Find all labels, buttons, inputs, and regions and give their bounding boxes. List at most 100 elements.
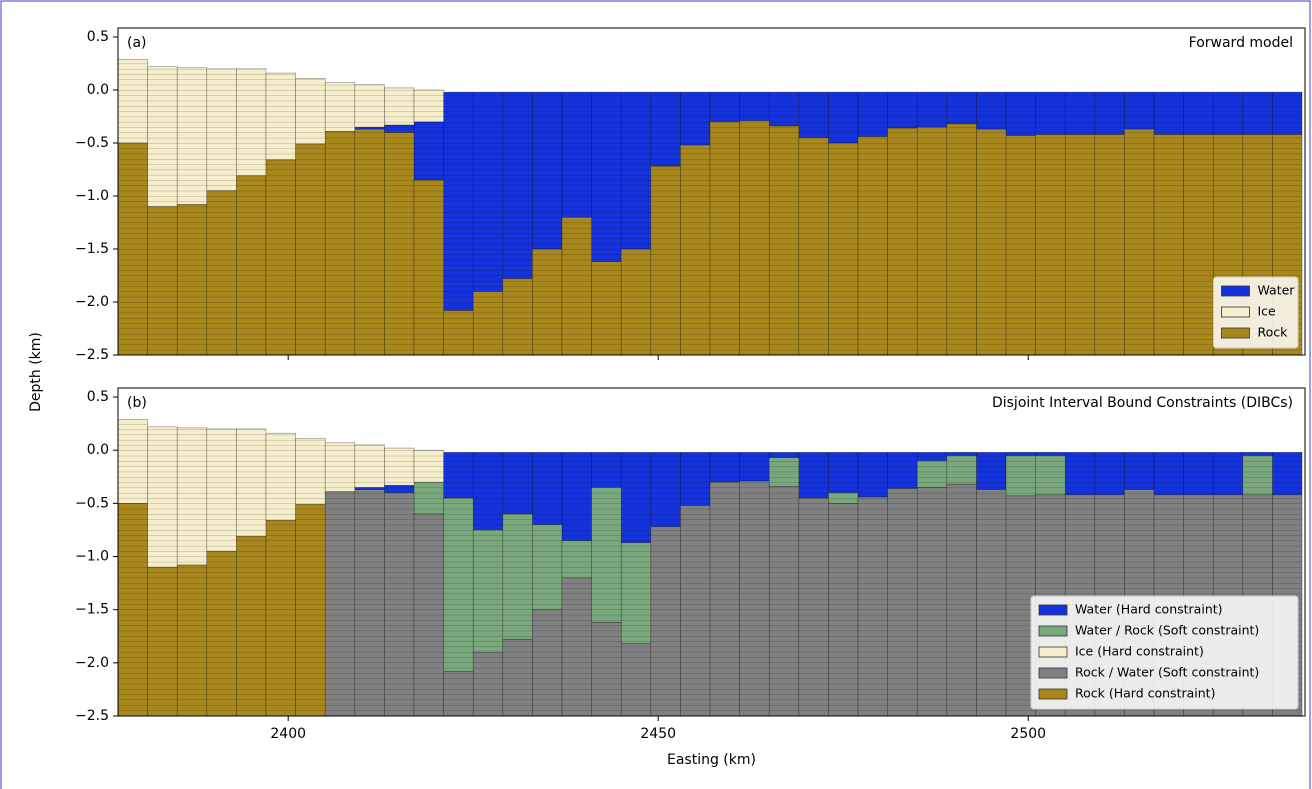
layer-cell — [532, 91, 563, 250]
layer-cell — [384, 87, 415, 126]
legend-label: Rock (Hard constraint) — [1075, 686, 1215, 701]
layer-cell — [709, 121, 740, 356]
layer-cell — [976, 128, 1007, 356]
layer-cell — [502, 91, 533, 279]
layer-cell — [739, 120, 770, 356]
legend-swatch — [1221, 306, 1250, 318]
layer-cell — [887, 127, 918, 356]
y-tick-label: −2.5 — [75, 347, 109, 363]
y-tick-label: −1.5 — [75, 241, 109, 257]
layer-cell — [916, 460, 948, 488]
layer-cell — [1094, 134, 1125, 356]
layer-cell — [946, 483, 977, 717]
layer-cell — [857, 452, 888, 498]
panel-title: Forward model — [1189, 35, 1293, 51]
layer-cell — [620, 643, 652, 717]
layer-cell — [828, 492, 859, 504]
legend-swatch — [1221, 285, 1250, 297]
panel-label: (a) — [127, 35, 147, 51]
layer-cell — [1272, 452, 1303, 496]
layer-cell — [176, 204, 208, 356]
layer-cell — [1124, 128, 1155, 356]
layer-cell — [1094, 452, 1125, 496]
layer-cell — [354, 444, 385, 488]
layer-cell — [1242, 455, 1273, 496]
layer-cell — [443, 671, 474, 717]
layer-cell — [798, 452, 829, 499]
layer-cell — [236, 68, 267, 177]
layer-cell — [295, 504, 326, 717]
layer-cell — [384, 484, 415, 494]
y-tick-label: 0.0 — [87, 82, 109, 98]
layer-cell — [532, 452, 563, 525]
layer-cell — [591, 622, 622, 717]
x-tick-label: 2400 — [270, 726, 306, 742]
layer-cell — [591, 261, 622, 356]
layer-cell — [206, 190, 237, 356]
layer-cell — [532, 609, 563, 717]
layer-cell — [976, 489, 1007, 717]
layer-cell — [472, 651, 504, 717]
layer-cell — [265, 72, 296, 161]
layer-cell — [620, 91, 652, 250]
layer-cell — [561, 216, 592, 356]
layer-cell — [768, 125, 800, 356]
legend-swatch — [1038, 688, 1068, 700]
layer-cell — [620, 542, 652, 645]
layer-cell — [976, 452, 1007, 490]
layer-cell — [709, 452, 740, 483]
layer-cell — [265, 432, 296, 521]
layer-cell — [739, 91, 770, 122]
y-tick-label: 0.5 — [87, 29, 109, 45]
layer-cell — [324, 131, 356, 356]
layer-cell — [887, 91, 918, 129]
layer-cell — [1183, 91, 1214, 135]
layer-cell — [1035, 134, 1066, 356]
layer-cell — [828, 452, 859, 494]
layer-cell — [324, 491, 356, 717]
layer-cell — [295, 143, 326, 356]
layer-cell — [768, 486, 800, 717]
layer-cell — [1035, 452, 1066, 456]
layer-cell — [1064, 452, 1096, 496]
layer-cell — [532, 248, 563, 356]
layer-cell — [147, 206, 178, 356]
layer-cell — [236, 428, 267, 537]
y-tick-label: −1.0 — [75, 188, 109, 204]
layer-cell — [857, 136, 888, 356]
layer-cell — [1153, 134, 1184, 356]
layer-cell — [739, 452, 770, 482]
layer-cell — [1272, 91, 1303, 135]
legend-label: Ice — [1258, 304, 1277, 319]
legend-swatch — [1038, 646, 1068, 658]
layer-cell — [1094, 91, 1125, 135]
layer-cell — [828, 91, 859, 144]
layer-cell — [236, 175, 267, 356]
plot-border — [117, 27, 1306, 356]
layer-cell — [413, 89, 444, 123]
layer-cell — [147, 66, 178, 207]
layer-cell — [680, 452, 711, 506]
layer-cell — [117, 58, 148, 144]
layer-cell — [916, 452, 948, 462]
plot-border — [117, 387, 1306, 717]
layer-cell — [650, 166, 681, 356]
layer-cell — [887, 452, 918, 489]
panel-title: Disjoint Interval Bound Constraints (DIB… — [992, 395, 1293, 411]
layer-cell — [650, 526, 681, 717]
layer-cell — [117, 419, 148, 504]
layer-cell — [768, 457, 800, 487]
layer-cell — [117, 503, 148, 717]
layer-cell — [857, 91, 888, 137]
layer-cell — [650, 452, 681, 528]
layer-cell — [413, 449, 444, 483]
layer-cell — [1212, 452, 1244, 496]
layer-cell — [384, 132, 415, 356]
layer-cell — [887, 488, 918, 717]
layer-cell — [1035, 91, 1066, 135]
layer-cell — [443, 452, 474, 499]
layer-cell — [680, 505, 711, 717]
layer-cell — [946, 452, 977, 456]
